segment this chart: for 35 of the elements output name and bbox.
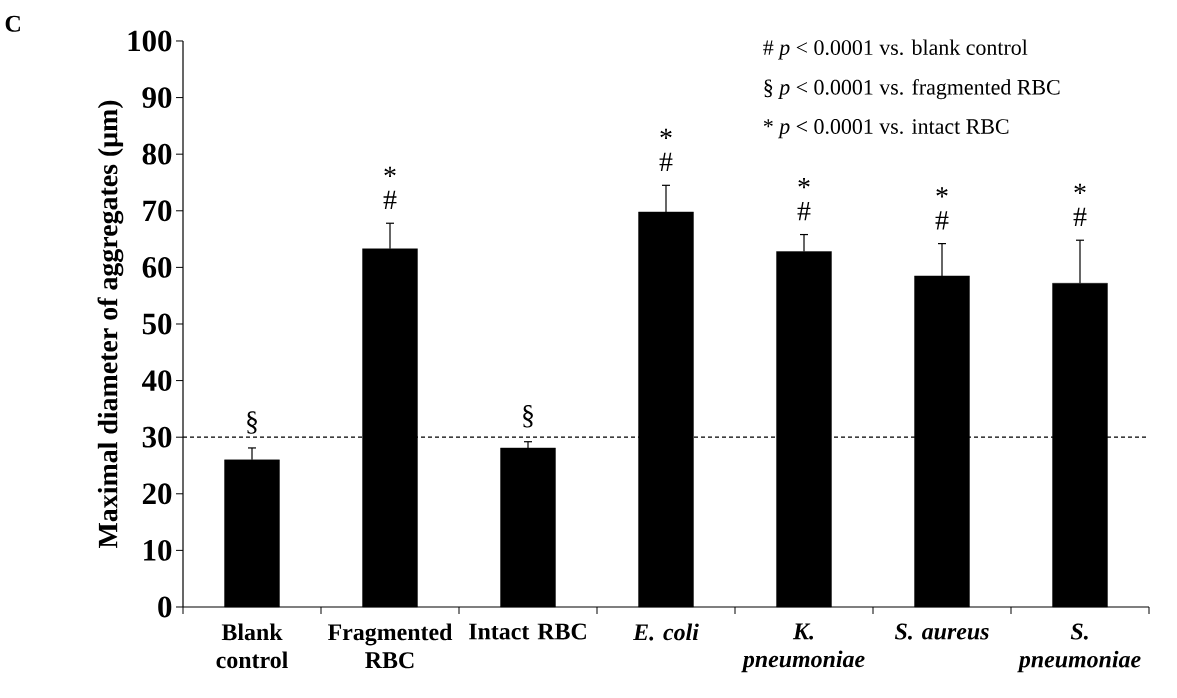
- annotation: #: [1073, 207, 1087, 227]
- y-tick-label: 100: [128, 30, 172, 52]
- annotation: §: [247, 411, 257, 434]
- y-tick-label: 90: [142, 87, 172, 108]
- y-tick-label: 80: [142, 143, 172, 165]
- y-tick-label: 0: [158, 596, 172, 618]
- y-tick-label: 30: [142, 426, 172, 448]
- y-tick-label: 70: [143, 200, 172, 222]
- annotation: *: [1074, 183, 1086, 194]
- annotation: *: [660, 128, 672, 140]
- annotation: *: [936, 187, 948, 198]
- x-tick-label: Fragmented RBC: [327, 623, 453, 669]
- annotation: #: [935, 211, 949, 230]
- text: C: [5, 15, 20, 32]
- annotation: *p < 0.0001 vs. intact RBC: [763, 119, 1009, 139]
- annotation: # p < 0.0001 vs. blank control: [763, 39, 1028, 60]
- y-tick-label: 10: [144, 539, 172, 561]
- annotation: *: [798, 178, 810, 189]
- annotation: §: [523, 405, 533, 428]
- y-tick-label: 60: [142, 256, 172, 278]
- x-tick-label: E. coli: [632, 623, 699, 641]
- annotation: #: [797, 202, 811, 221]
- annotation: #: [659, 152, 673, 172]
- x-tick-label: S. aureus: [894, 623, 989, 640]
- x-tick-label: Blank control: [216, 623, 288, 669]
- y-tick-label: 40: [142, 370, 172, 391]
- annotation: § p < 0.0001 vs. fragmented RBC: [764, 79, 1060, 100]
- x-tick-label: S. pneumoniae: [1017, 623, 1141, 673]
- x-tick-label: Intact RBC: [469, 623, 586, 640]
- annotation: *: [384, 166, 396, 178]
- annotation: #: [383, 190, 397, 210]
- y-tick-label: 20: [142, 483, 172, 505]
- y-axis-title: Maximal diameter of aggregates (μm): [97, 100, 124, 549]
- y-tick-label: 50: [142, 313, 172, 335]
- x-tick-label: K. pneumoniae: [741, 623, 865, 673]
